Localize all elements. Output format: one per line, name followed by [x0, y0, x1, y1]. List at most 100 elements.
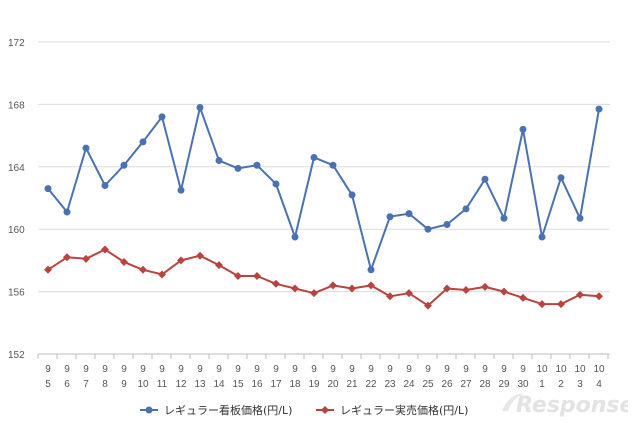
x-tick-month: 9	[444, 364, 450, 375]
data-point	[424, 225, 432, 233]
data-point	[405, 289, 413, 298]
x-tick-month: 9	[197, 364, 203, 375]
x-tick-month: 10	[574, 364, 586, 375]
x-tick-month: 10	[555, 364, 567, 375]
series-line	[47, 248, 600, 307]
watermark-text: Response.	[516, 393, 628, 418]
x-tick-day: 17	[270, 379, 282, 390]
data-point	[310, 153, 318, 161]
y-tick-label: 172	[8, 38, 25, 49]
y-tick-label: 152	[8, 350, 25, 361]
data-point	[82, 144, 90, 152]
x-axis	[37, 353, 610, 359]
data-point	[44, 185, 52, 193]
data-point	[481, 175, 489, 183]
x-axis-ticks: 9596979899910911912913914915916917918919…	[45, 364, 605, 390]
series-2	[44, 245, 603, 310]
x-tick-month: 9	[292, 364, 298, 375]
data-point	[462, 205, 470, 213]
data-point	[101, 245, 109, 254]
data-point	[462, 286, 470, 295]
series-group	[44, 104, 603, 310]
data-point	[44, 265, 52, 274]
x-tick-month: 10	[593, 364, 605, 375]
x-tick-day: 24	[403, 379, 415, 390]
data-point	[424, 301, 432, 310]
data-point	[519, 293, 527, 302]
x-tick-month: 9	[254, 364, 260, 375]
data-point	[348, 191, 356, 199]
x-tick-month: 9	[216, 364, 222, 375]
x-tick-month: 9	[140, 364, 146, 375]
data-point	[196, 104, 204, 112]
x-tick-month: 9	[406, 364, 412, 375]
data-point	[329, 161, 337, 169]
gridlines	[38, 41, 610, 355]
x-tick-month: 9	[501, 364, 507, 375]
data-point	[405, 210, 413, 218]
x-tick-month: 9	[463, 364, 469, 375]
data-point	[158, 113, 166, 121]
x-tick-day: 19	[308, 379, 320, 390]
data-point	[253, 272, 261, 280]
x-tick-day: 25	[422, 379, 434, 390]
response-logo: Response.	[502, 393, 628, 418]
x-tick-month: 9	[235, 364, 241, 375]
data-point	[443, 284, 451, 293]
x-tick-month: 10	[536, 364, 548, 375]
x-tick-month: 9	[159, 364, 165, 375]
legend-item-2: レギュラー実売価格(円/L)	[316, 403, 468, 417]
data-point	[272, 279, 280, 288]
x-tick-day: 14	[213, 379, 225, 390]
x-tick-day: 27	[460, 379, 472, 390]
x-tick-day: 8	[102, 379, 108, 390]
data-point	[291, 284, 299, 293]
x-tick-day: 26	[441, 379, 453, 390]
x-tick-month: 9	[368, 364, 374, 375]
x-tick-day: 21	[346, 379, 358, 390]
x-tick-month: 9	[83, 364, 89, 375]
series-1	[44, 104, 603, 274]
data-point	[120, 161, 128, 169]
data-point	[120, 257, 128, 266]
x-tick-day: 30	[517, 379, 529, 390]
data-point	[538, 300, 546, 309]
x-tick-day: 16	[251, 379, 263, 390]
data-point	[234, 272, 242, 280]
x-tick-day: 3	[577, 379, 583, 390]
legend-label: レギュラー看板価格(円/L)	[164, 403, 292, 417]
data-point	[139, 265, 147, 274]
x-tick-month: 9	[102, 364, 108, 375]
y-tick-label: 160	[8, 225, 25, 236]
data-point	[481, 282, 489, 291]
data-point	[253, 161, 261, 169]
data-point	[557, 300, 565, 309]
legend-item-1: レギュラー看板価格(円/L)	[140, 403, 292, 417]
data-point	[557, 174, 565, 182]
x-tick-day: 11	[157, 379, 168, 390]
x-tick-month: 9	[520, 364, 526, 375]
y-tick-label: 164	[8, 163, 25, 174]
data-point	[177, 256, 185, 265]
legend-label: レギュラー実売価格(円/L)	[340, 403, 468, 417]
x-tick-day: 29	[498, 379, 510, 390]
data-point	[576, 290, 584, 299]
data-point	[367, 266, 375, 274]
x-tick-day: 12	[175, 379, 187, 390]
data-point	[500, 287, 508, 296]
y-axis-ticks: 152 156 160 164 168 172	[8, 38, 25, 361]
data-point	[310, 289, 318, 298]
data-point	[291, 233, 299, 241]
x-tick-month: 9	[45, 364, 51, 375]
data-point	[386, 292, 394, 301]
y-tick-label: 156	[8, 288, 25, 299]
data-point	[348, 284, 356, 293]
data-point	[576, 214, 584, 222]
data-point	[329, 281, 337, 290]
x-tick-day: 1	[539, 379, 545, 390]
data-point	[101, 182, 109, 190]
data-point	[272, 180, 280, 188]
x-tick-day: 23	[384, 379, 396, 390]
x-tick-month: 9	[64, 364, 70, 375]
